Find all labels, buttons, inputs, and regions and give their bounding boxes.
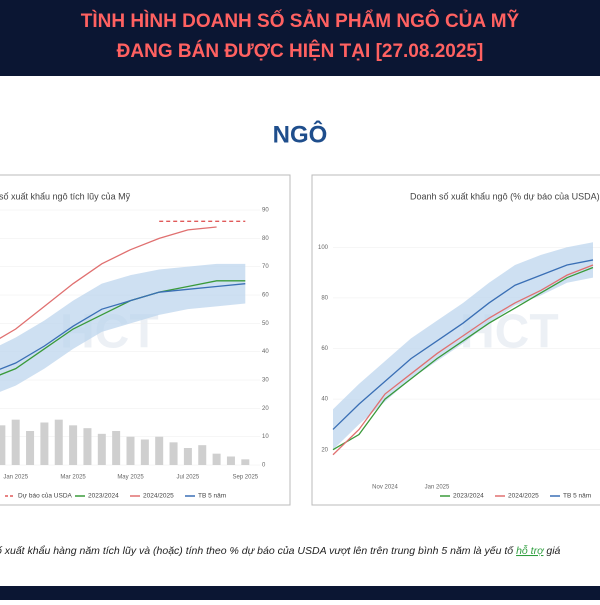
y-tick-label: 80 [321, 295, 328, 301]
bar [126, 436, 135, 465]
bar [169, 442, 178, 465]
chart-title: Doanh số xuất khẩu ngô (% dự báo của USD… [410, 191, 600, 201]
caption-text: giá [543, 545, 560, 557]
series-line [0, 283, 246, 370]
y-tick-label: 20 [321, 447, 328, 453]
series-line [332, 264, 594, 456]
bar [11, 419, 20, 465]
series-line [332, 259, 594, 430]
bar [40, 422, 49, 465]
bar [212, 453, 221, 465]
bar [26, 431, 35, 465]
legend-label: 2023/2024 [453, 493, 484, 500]
bar [226, 456, 235, 465]
bar [140, 439, 149, 465]
bar [83, 428, 92, 465]
caption: ố xuất khẩu hàng năm tích lũy và (hoặc) … [0, 544, 561, 557]
caption-highlight: hỗ trợ [516, 544, 545, 557]
y-tick-label: 50 [262, 321, 269, 327]
bar [112, 431, 121, 465]
y-tick-label: 40 [262, 349, 269, 355]
y-tick-label: 40 [321, 397, 328, 403]
y-tick-label: 20 [262, 406, 269, 412]
x-tick-label: Jul 2025 [177, 475, 200, 481]
bar [97, 433, 106, 465]
bar [54, 419, 63, 465]
legend-label: TB 5 năm [563, 493, 591, 500]
slide-title: NGÔ [273, 120, 328, 148]
legend-label: 2024/2025 [143, 493, 174, 500]
x-tick-label: Jan 2025 [425, 485, 450, 491]
series-line [0, 280, 246, 376]
x-tick-label: Sep 2025 [232, 475, 258, 481]
legend-label: Dự báo của USDA [18, 492, 73, 500]
y-tick-label: 90 [262, 208, 269, 214]
footer-strip [0, 586, 600, 600]
x-tick-label: Nov 2024 [372, 485, 398, 491]
series-line [0, 226, 217, 340]
bar [0, 425, 6, 465]
chart-title: Doanh số xuất khẩu ngô tích lũy của Mỹ [0, 191, 131, 201]
bar [241, 459, 250, 465]
y-tick-label: 10 [262, 434, 269, 440]
series-line [332, 266, 594, 451]
y-tick-label: 0 [262, 463, 266, 469]
banner-title: ĐANG BÁN ĐƯỢC HIỆN TẠI [27.08.2025] [117, 40, 484, 62]
bar [155, 436, 164, 465]
caption-text: ố xuất khẩu hàng năm tích lũy và (hoặc) … [0, 545, 516, 557]
legend-label: 2024/2025 [508, 493, 539, 500]
y-tick-label: 80 [262, 236, 269, 242]
band [333, 242, 593, 450]
y-tick-label: 100 [318, 245, 329, 251]
x-tick-label: Jan 2025 [3, 475, 28, 481]
bar [69, 425, 78, 465]
x-tick-label: Mar 2025 [60, 475, 86, 481]
x-tick-label: May 2025 [117, 475, 144, 481]
y-tick-label: 60 [321, 346, 328, 352]
banner-title: TÌNH HÌNH DOANH SỐ SẢN PHẨM NGÔ CỦA MỸ [81, 10, 520, 32]
y-tick-label: 70 [262, 264, 269, 270]
bar [183, 448, 192, 465]
bar [198, 445, 207, 465]
legend-label: 2023/2024 [88, 493, 119, 500]
legend-label: TB 5 năm [198, 493, 226, 500]
y-tick-label: 30 [262, 378, 269, 384]
band [0, 263, 246, 392]
y-tick-label: 60 [262, 293, 269, 299]
